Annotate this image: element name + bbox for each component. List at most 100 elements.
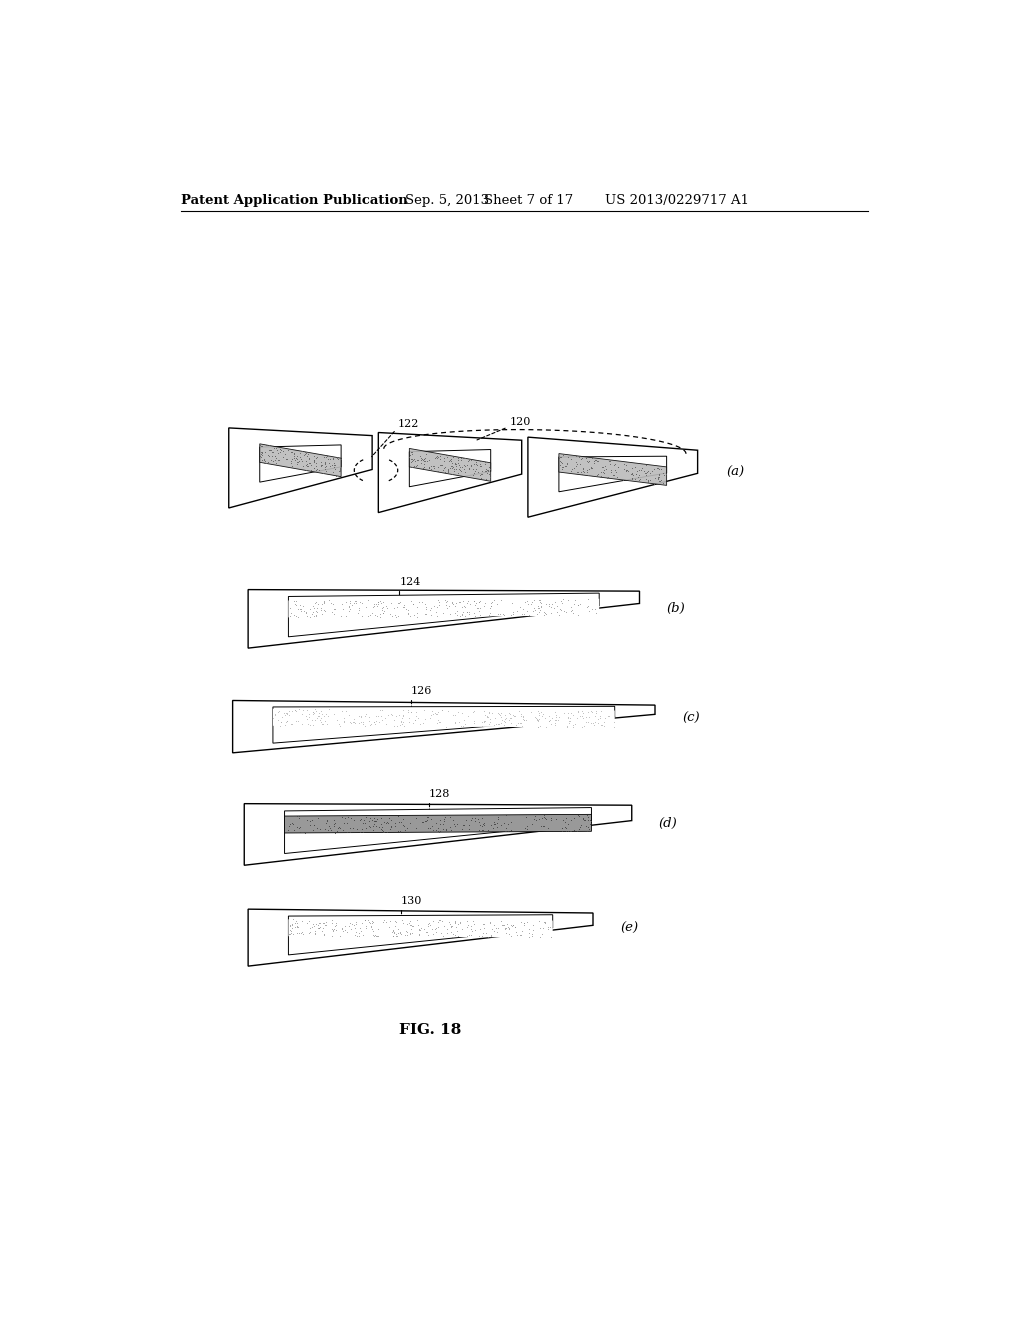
Point [318,809,335,830]
Point [372,606,388,627]
Point [299,912,315,933]
Point [536,804,552,825]
Point [318,445,335,466]
Point [466,590,482,611]
Point [584,447,600,469]
Point [389,805,406,826]
Polygon shape [248,909,593,966]
Point [570,446,587,467]
Point [301,814,317,836]
Point [309,598,326,619]
Point [560,702,577,723]
Text: (a): (a) [726,466,744,479]
Point [425,455,441,477]
Point [313,593,330,614]
Point [290,916,306,937]
Point [428,605,444,626]
Point [573,463,590,484]
Point [514,706,530,727]
Point [537,912,553,933]
Point [457,606,473,627]
Point [395,706,412,727]
Point [350,925,367,946]
Point [317,911,334,932]
Point [413,453,429,474]
Point [305,913,322,935]
Point [478,459,495,480]
Point [541,595,557,616]
Point [432,711,449,733]
Point [294,704,310,725]
Point [387,911,403,932]
Point [571,594,588,615]
Point [344,818,360,840]
Point [636,461,652,482]
Point [322,818,338,840]
Point [508,601,524,622]
Point [256,453,272,474]
Point [396,597,413,618]
Point [471,591,487,612]
Point [290,451,306,473]
Point [563,809,580,830]
Point [374,597,390,618]
Point [481,911,498,932]
Point [470,812,486,833]
Point [443,915,460,936]
Point [446,816,463,837]
Point [530,911,547,932]
Point [262,440,279,461]
Point [435,603,452,624]
Point [279,710,295,731]
Point [468,453,484,474]
Point [345,593,361,614]
Point [288,911,304,932]
Point [454,597,470,618]
Point [446,713,463,734]
Point [346,711,362,733]
Point [450,449,466,470]
Point [327,458,343,479]
Point [479,459,496,480]
Point [523,591,540,612]
Point [474,813,490,834]
Polygon shape [289,919,553,937]
Point [353,706,370,727]
Point [525,590,542,611]
Point [253,441,269,462]
Point [332,459,348,480]
Point [428,602,444,623]
Point [447,916,464,937]
Point [479,705,496,726]
Point [471,591,487,612]
Point [514,705,530,726]
Point [371,919,387,940]
Point [366,711,382,733]
Point [474,816,490,837]
Point [368,710,384,731]
Point [494,709,510,730]
Point [579,459,595,480]
Point [586,714,602,735]
Point [473,925,489,946]
Point [256,449,272,470]
Point [257,450,273,471]
Point [361,817,378,838]
Point [336,708,352,729]
Point [601,450,617,471]
Point [424,919,440,940]
Point [308,453,325,474]
Point [328,912,344,933]
Point [483,814,500,836]
Point [315,591,332,612]
Point [283,714,299,735]
Point [316,457,333,478]
Point [467,920,483,941]
Point [515,603,531,624]
Point [489,603,506,624]
Point [499,913,515,935]
Point [359,605,376,626]
Point [467,808,483,829]
Point [423,459,439,480]
Point [375,595,391,616]
